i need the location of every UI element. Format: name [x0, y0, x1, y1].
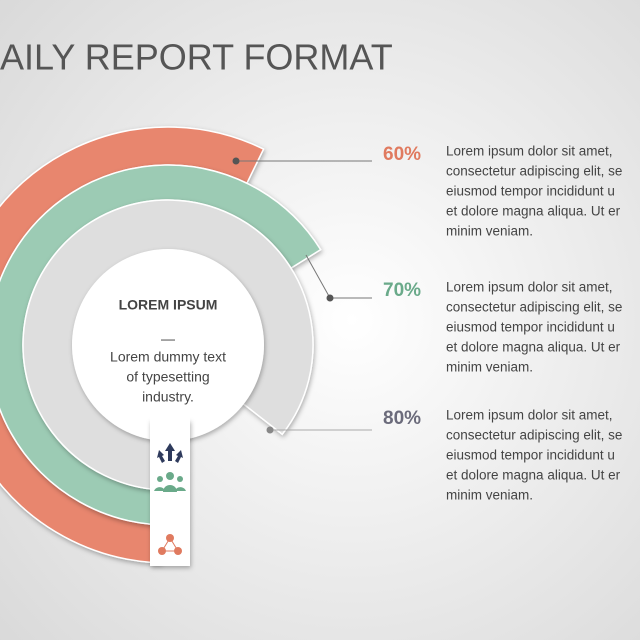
- percent: 80%: [383, 408, 421, 429]
- description-line: eiusmod tempor incididunt u: [446, 184, 615, 199]
- description-line: et dolore magna aliqua. Ut er: [446, 468, 621, 483]
- percent: 60%: [383, 144, 421, 165]
- leader-dot: [232, 157, 240, 165]
- leader-dot: [266, 426, 274, 434]
- center-heading: LOREM IPSUM: [119, 297, 218, 313]
- description-line: Lorem ipsum dolor sit amet,: [446, 144, 613, 159]
- description-line: consectetur adipiscing elit, se: [446, 164, 622, 179]
- description-line: minim veniam.: [446, 224, 533, 239]
- center-circle: [72, 249, 264, 441]
- arrows-icon: [157, 443, 183, 463]
- center-line: of typesetting: [126, 369, 209, 385]
- people-icon: [154, 472, 186, 492]
- leader-dot: [326, 294, 334, 302]
- description-line: et dolore magna aliqua. Ut er: [446, 204, 621, 219]
- center-dash: —: [161, 331, 175, 347]
- percent: 70%: [383, 280, 421, 301]
- description-line: eiusmod tempor incididunt u: [446, 320, 615, 335]
- description-line: eiusmod tempor incididunt u: [446, 448, 615, 463]
- description-line: minim veniam.: [446, 360, 533, 375]
- title: AILY REPORT FORMAT: [0, 37, 393, 78]
- stem: [150, 420, 190, 566]
- description-line: Lorem ipsum dolor sit amet,: [446, 408, 613, 423]
- description-line: consectetur adipiscing elit, se: [446, 300, 622, 315]
- ring: [0, 126, 265, 564]
- network-icon: [158, 534, 182, 555]
- stem-join: [150, 410, 190, 440]
- description-line: Lorem ipsum dolor sit amet,: [446, 280, 613, 295]
- center-line: Lorem dummy text: [110, 349, 226, 365]
- description-line: consectetur adipiscing elit, se: [446, 428, 622, 443]
- description-line: et dolore magna aliqua. Ut er: [446, 340, 621, 355]
- center-line: industry.: [142, 389, 194, 405]
- description-line: minim veniam.: [446, 488, 533, 503]
